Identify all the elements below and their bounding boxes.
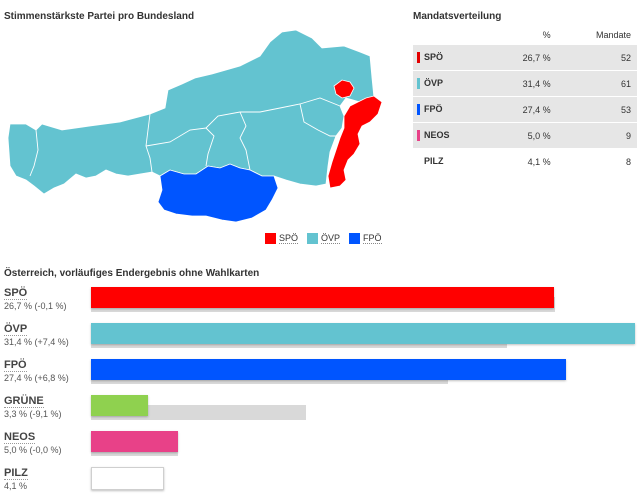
current-result-bar[interactable] (91, 431, 178, 452)
mandate-party-name: PILZ (424, 155, 444, 166)
mandate-party-name: NEOS (424, 129, 450, 140)
legend-swatch-spoe (265, 233, 276, 244)
party-color-mark (417, 130, 420, 142)
legend-swatch-fpoe (349, 233, 361, 244)
bar-row-2: FPÖ 27,4 % (+6,8 %) (0, 357, 640, 393)
mandate-percent: 4,1 % (488, 148, 557, 174)
mandate-header-row: % Mandate (413, 27, 637, 45)
legend-label: ÖVP (321, 233, 341, 244)
bar-row-3: GRÜNE 3,3 % (-9,1 %) (0, 393, 640, 429)
mandate-party-cell: PILZ (413, 148, 489, 174)
mandate-party-name: SPÖ (424, 51, 444, 62)
legend-label: SPÖ (279, 233, 299, 244)
legend-swatch-oevp (307, 233, 319, 244)
mandate-row-oevp: ÖVP 31,4 % 61 (413, 70, 637, 97)
bar-value-label: 3,3 % (-9,1 %) (4, 409, 62, 419)
mandate-row-neos: NEOS 5,0 % 9 (413, 122, 637, 149)
party-color-mark (417, 156, 420, 167)
results-title: Österreich, vorläufiges Endergebnis ohne… (4, 268, 260, 279)
mandate-seats: 9 (556, 122, 637, 149)
bar-party-name[interactable]: PILZ (4, 467, 28, 480)
bar-party-name[interactable]: FPÖ (4, 359, 27, 372)
current-result-bar[interactable] (91, 287, 554, 308)
mandate-header-party (413, 27, 489, 45)
legend-item-oevp[interactable]: ÖVP (307, 233, 341, 244)
current-result-bar[interactable] (91, 323, 635, 344)
mandate-party-cell: NEOS (413, 122, 489, 149)
mandate-party-name: FPÖ (424, 103, 443, 114)
bar-row-1: ÖVP 31,4 % (+7,4 %) (0, 321, 640, 357)
bar-value-label: 5,0 % (-0,0 %) (4, 445, 62, 455)
bar-row-4: NEOS 5,0 % (-0,0 %) (0, 429, 640, 465)
mandate-party-cell: FPÖ (413, 96, 489, 123)
map-title: Stimmenstärkste Partei pro Bundesland (4, 11, 195, 22)
legend-item-fpoe[interactable]: FPÖ (349, 233, 382, 244)
mandate-title: Mandatsverteilung (413, 11, 502, 22)
mandate-header-percent: % (542, 30, 551, 40)
bar-value-label: 31,4 % (+7,4 %) (4, 337, 69, 347)
mandate-party-cell: SPÖ (413, 44, 489, 71)
mandate-header-seats: Mandate (595, 30, 631, 40)
bar-party-name[interactable]: GRÜNE (4, 395, 44, 408)
mandate-percent: 5,0 % (488, 122, 557, 149)
bar-value-label: 4,1 % (4, 481, 28, 491)
mandate-seats: 53 (556, 96, 637, 123)
bar-party-name[interactable]: ÖVP (4, 323, 28, 336)
bar-value-label: 26,7 % (-0,1 %) (4, 301, 67, 311)
bar-value-label: 27,4 % (+6,8 %) (4, 373, 69, 383)
party-color-mark (417, 78, 420, 90)
mandate-table: % Mandate SPÖ 26,7 % 52 ÖVP 31,4 % 61 FP… (413, 27, 637, 174)
mandate-seats: 52 (556, 44, 637, 71)
austria-map (7, 29, 383, 223)
mandate-row-pilz: PILZ 4,1 % 8 (413, 148, 637, 174)
map-region-oevp[interactable] (7, 29, 375, 195)
current-result-bar[interactable] (91, 359, 566, 380)
mandate-percent: 26,7 % (488, 44, 557, 71)
legend-item-spoe[interactable]: SPÖ (265, 233, 299, 244)
bar-row-5: PILZ 4,1 % (0, 465, 640, 501)
current-result-bar[interactable] (91, 467, 164, 490)
current-result-bar[interactable] (91, 395, 148, 416)
party-color-mark (417, 52, 420, 64)
mandate-party-cell: ÖVP (413, 70, 489, 97)
mandate-seats: 61 (556, 70, 637, 97)
bar-party-name[interactable]: SPÖ (4, 287, 28, 300)
bar-party-name[interactable]: NEOS (4, 431, 36, 444)
mandate-percent: 31,4 % (488, 70, 557, 97)
bar-row-0: SPÖ 26,7 % (-0,1 %) (0, 285, 640, 321)
map-region-burgenland[interactable] (327, 95, 383, 189)
party-color-mark (417, 104, 420, 116)
mandate-percent: 27,4 % (488, 96, 557, 123)
mandate-seats: 8 (556, 148, 637, 174)
mandate-row-fpoe: FPÖ 27,4 % 53 (413, 96, 637, 123)
map-legend: SPÖ ÖVP FPÖ (265, 233, 382, 244)
mandate-party-name: ÖVP (424, 77, 444, 88)
mandate-row-spoe: SPÖ 26,7 % 52 (413, 44, 637, 71)
state-borders (29, 97, 341, 177)
legend-label: FPÖ (363, 233, 382, 244)
map-region-kaernten[interactable] (157, 163, 279, 223)
map-region-wien[interactable] (333, 79, 355, 99)
